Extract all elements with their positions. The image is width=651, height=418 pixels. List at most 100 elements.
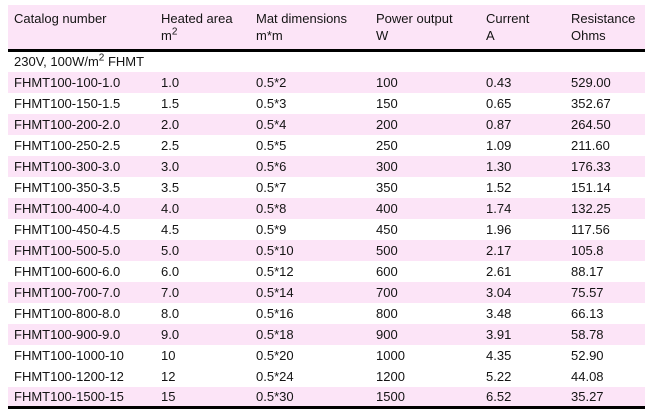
cell-catalog-number: FHMT100-1000-10 (8, 344, 155, 366)
cell-current: 5.22 (480, 365, 565, 387)
cell-current: 6.52 (480, 386, 565, 408)
cell-catalog-number: FHMT100-200-2.0 (8, 113, 155, 135)
cell-heated-area: 12 (155, 365, 250, 387)
cell-catalog-number: FHMT100-500-5.0 (8, 239, 155, 261)
cell-power-output: 1200 (370, 365, 480, 387)
cell-catalog-number: FHMT100-400-4.0 (8, 197, 155, 219)
cell-catalog-number: FHMT100-1500-15 (8, 386, 155, 408)
cell-heated-area: 9.0 (155, 323, 250, 345)
cell-resistance: 529.00 (565, 71, 645, 93)
column-label: Mat dimensions (256, 11, 348, 26)
cell-power-output: 150 (370, 92, 480, 114)
cell-power-output: 200 (370, 113, 480, 135)
cell-heated-area: 4.5 (155, 218, 250, 240)
header-row: Catalog number Heated area m2 Mat dimens… (8, 5, 645, 52)
table-row: FHMT100-1000-10 10 0.5*20 1000 4.35 52.9… (8, 344, 645, 366)
cell-mat-dimensions: 0.5*12 (250, 260, 370, 282)
cell-resistance: 35.27 (565, 386, 645, 408)
table-row: FHMT100-800-8.0 8.0 0.5*16 800 3.48 66.1… (8, 302, 645, 324)
cell-power-output: 400 (370, 197, 480, 219)
column-header-power-output: Power output W (370, 5, 480, 52)
cell-power-output: 350 (370, 176, 480, 198)
cell-resistance: 352.67 (565, 92, 645, 114)
cell-current: 1.30 (480, 155, 565, 177)
cell-power-output: 500 (370, 239, 480, 261)
superscript: 2 (171, 26, 178, 38)
table-row: FHMT100-600-6.0 6.0 0.5*12 600 2.61 88.1… (8, 260, 645, 282)
column-label: Current (486, 11, 530, 26)
cell-resistance: 88.17 (565, 260, 645, 282)
cell-catalog-number: FHMT100-900-9.0 (8, 323, 155, 345)
cell-power-output: 300 (370, 155, 480, 177)
cell-current: 2.17 (480, 239, 565, 261)
cell-current: 0.65 (480, 92, 565, 114)
cell-power-output: 600 (370, 260, 480, 282)
section-title: 230V, 100W/m2 FHMT (8, 50, 645, 72)
column-unit: m*m (256, 28, 283, 43)
column-header-current: Current A (480, 5, 565, 52)
cell-heated-area: 2.5 (155, 134, 250, 156)
column-label: Power output (376, 11, 453, 26)
table-row: FHMT100-1200-12 12 0.5*24 1200 5.22 44.0… (8, 365, 645, 387)
cell-mat-dimensions: 0.5*24 (250, 365, 370, 387)
column-header-resistance: Resistance Ohms (565, 5, 645, 52)
spec-table: Catalog number Heated area m2 Mat dimens… (8, 5, 645, 409)
cell-resistance: 66.13 (565, 302, 645, 324)
table-row: FHMT100-1500-15 15 0.5*30 1500 6.52 35.2… (8, 386, 645, 408)
cell-heated-area: 1.0 (155, 71, 250, 93)
cell-mat-dimensions: 0.5*8 (250, 197, 370, 219)
cell-current: 1.09 (480, 134, 565, 156)
cell-resistance: 132.25 (565, 197, 645, 219)
cell-mat-dimensions: 0.5*2 (250, 71, 370, 93)
table-header: Catalog number Heated area m2 Mat dimens… (8, 5, 645, 52)
cell-current: 1.74 (480, 197, 565, 219)
column-label: Resistance (571, 11, 636, 26)
cell-resistance: 58.78 (565, 323, 645, 345)
table-row: FHMT100-700-7.0 7.0 0.5*14 700 3.04 75.5… (8, 281, 645, 303)
cell-power-output: 1500 (370, 386, 480, 408)
cell-mat-dimensions: 0.5*4 (250, 113, 370, 135)
table-row: FHMT100-350-3.5 3.5 0.5*7 350 1.52 151.1… (8, 176, 645, 198)
cell-heated-area: 5.0 (155, 239, 250, 261)
cell-catalog-number: FHMT100-350-3.5 (8, 176, 155, 198)
cell-heated-area: 15 (155, 386, 250, 408)
cell-catalog-number: FHMT100-600-6.0 (8, 260, 155, 282)
cell-power-output: 800 (370, 302, 480, 324)
cell-heated-area: 3.5 (155, 176, 250, 198)
cell-power-output: 100 (370, 71, 480, 93)
cell-mat-dimensions: 0.5*5 (250, 134, 370, 156)
cell-power-output: 1000 (370, 344, 480, 366)
table-row: FHMT100-500-5.0 5.0 0.5*10 500 2.17 105.… (8, 239, 645, 261)
cell-catalog-number: FHMT100-150-1.5 (8, 92, 155, 114)
cell-current: 4.35 (480, 344, 565, 366)
cell-heated-area: 1.5 (155, 92, 250, 114)
cell-catalog-number: FHMT100-450-4.5 (8, 218, 155, 240)
table-body: 230V, 100W/m2 FHMT FHMT100-100-1.0 1.0 0… (8, 50, 645, 408)
cell-mat-dimensions: 0.5*30 (250, 386, 370, 408)
cell-mat-dimensions: 0.5*20 (250, 344, 370, 366)
cell-catalog-number: FHMT100-100-1.0 (8, 71, 155, 93)
cell-resistance: 151.14 (565, 176, 645, 198)
cell-catalog-number: FHMT100-1200-12 (8, 365, 155, 387)
column-unit: A (486, 28, 495, 43)
cell-mat-dimensions: 0.5*10 (250, 239, 370, 261)
table-row: FHMT100-400-4.0 4.0 0.5*8 400 1.74 132.2… (8, 197, 645, 219)
column-unit: m2 (161, 26, 178, 43)
cell-mat-dimensions: 0.5*14 (250, 281, 370, 303)
column-header-catalog-number: Catalog number (8, 5, 155, 52)
spec-table-container: Catalog number Heated area m2 Mat dimens… (8, 5, 645, 409)
column-label: Catalog number (14, 11, 107, 26)
cell-heated-area: 10 (155, 344, 250, 366)
cell-power-output: 250 (370, 134, 480, 156)
cell-current: 1.96 (480, 218, 565, 240)
cell-catalog-number: FHMT100-800-8.0 (8, 302, 155, 324)
cell-mat-dimensions: 0.5*16 (250, 302, 370, 324)
cell-resistance: 264.50 (565, 113, 645, 135)
cell-heated-area: 7.0 (155, 281, 250, 303)
table-row: FHMT100-100-1.0 1.0 0.5*2 100 0.43 529.0… (8, 71, 645, 93)
cell-power-output: 900 (370, 323, 480, 345)
cell-heated-area: 4.0 (155, 197, 250, 219)
cell-resistance: 105.8 (565, 239, 645, 261)
table-row: FHMT100-150-1.5 1.5 0.5*3 150 0.65 352.6… (8, 92, 645, 114)
